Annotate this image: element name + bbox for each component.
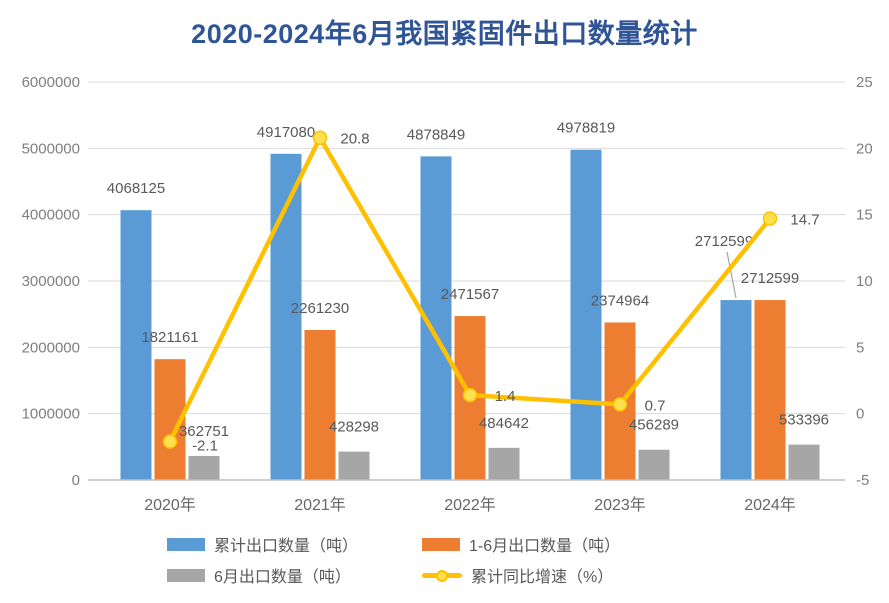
legend-swatch-june-export [167,568,205,582]
bar-cumulative-export-2024年 [720,300,752,480]
data-label-cumulative-export: 4917080 [257,124,315,141]
right-axis-tick-label: 5 [856,339,864,356]
line-marker-2023年 [612,397,628,412]
bar-jan-jun-export-2024年 [754,300,786,480]
data-label-jan-jun-export: 1821161 [141,329,198,346]
data-label-yoy-growth: 14.7 [790,212,819,229]
left-axis-tick-label: 0 [72,472,80,489]
x-axis-category-label: 2021年 [294,496,346,514]
x-axis-category-label: 2024年 [744,496,796,514]
legend-label-jan-jun-export: 1-6月出口数量（吨） [469,538,621,555]
x-axis-category-label: 2023年 [594,496,646,514]
legend: 累计出口数量（吨） 1-6月出口数量（吨） 6月出口数量（吨） 累计同比增速（%… [0,533,889,586]
data-label-june-export: 484642 [479,415,529,432]
bar-cumulative-export-2020年 [120,210,152,480]
left-axis-tick-label: 6000000 [22,74,80,91]
data-label-cumulative-export: 2712599 [695,233,753,250]
bar-cumulative-export-2023年 [570,149,602,480]
data-label-jan-jun-export: 2261230 [291,300,349,317]
left-axis-tick-label: 4000000 [22,207,80,224]
callout-leader-line [726,251,737,299]
data-label-june-export: 362751 [179,423,229,440]
data-label-cumulative-export: 4878849 [407,126,465,143]
data-label-yoy-growth: 0.7 [645,397,666,414]
data-label-june-export: 456289 [629,417,679,434]
data-label-june-export: 533396 [779,412,829,429]
legend-swatch-cumulative-export [167,537,205,551]
left-axis-tick-label: 3000000 [22,273,80,290]
x-axis-category-label: 2020年 [144,496,196,514]
legend-label-yoy-growth: 累计同比增速（%） [471,569,614,586]
data-label-cumulative-export: 4978819 [557,120,615,137]
legend-label-cumulative-export: 累计出口数量（吨） [214,538,359,555]
left-axis-tick-label: 2000000 [22,339,80,356]
chart-title: 2020-2024年6月我国紧固件出口数量统计 [191,19,698,49]
legend-item-jan-jun-export: 1-6月出口数量（吨） [422,533,722,555]
legend-item-yoy-growth: 累计同比增速（%） [422,564,722,586]
left-axis-tick-label: 1000000 [22,406,80,423]
data-label-yoy-growth: 20.8 [340,131,369,148]
bar-june-export-2020年 [188,455,220,480]
data-label-jan-jun-export: 2712599 [741,270,799,287]
data-label-jan-jun-export: 2374964 [591,292,649,309]
bar-june-export-2023年 [638,449,670,480]
right-axis-tick-label: 15 [856,207,873,224]
right-axis-tick-label: 10 [856,273,873,290]
right-axis-tick-label: 20 [856,140,873,157]
legend-item-june-export: 6月出口数量（吨） [167,564,422,586]
line-marker-2024年 [762,211,778,226]
right-axis-tick-label: -5 [856,472,869,489]
right-axis-tick-label: 0 [856,406,864,423]
right-axis-tick-label: 25 [856,74,873,91]
data-label-yoy-growth: -2.1 [192,438,218,455]
legend-item-cumulative-export: 累计出口数量（吨） [167,533,422,555]
legend-line-marker-icon [422,568,462,583]
x-axis-category-label: 2022年 [444,496,496,514]
legend-label-june-export: 6月出口数量（吨） [214,569,351,586]
line-marker-2020年 [162,434,178,449]
line-marker-2021年 [312,130,328,145]
bar-june-export-2021年 [338,451,370,480]
data-label-yoy-growth: 1.4 [495,388,516,405]
data-label-june-export: 428298 [329,419,379,436]
bar-june-export-2024年 [788,444,820,480]
bar-jan-jun-export-2021年 [304,330,336,480]
data-label-jan-jun-export: 2471567 [441,286,499,303]
left-axis-tick-label: 5000000 [22,140,80,157]
legend-swatch-jan-jun-export [422,537,460,551]
line-marker-2022年 [462,387,478,403]
bar-june-export-2022年 [488,447,520,480]
data-label-cumulative-export: 4068125 [107,180,165,197]
